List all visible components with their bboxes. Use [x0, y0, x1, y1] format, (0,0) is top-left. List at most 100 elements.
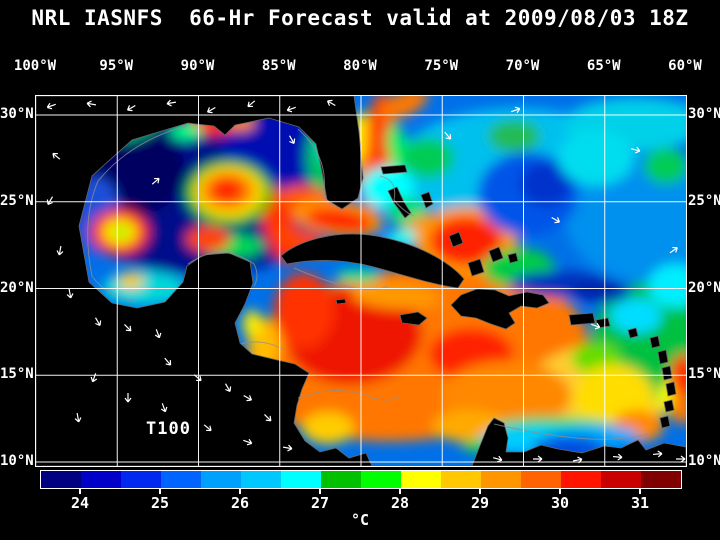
- vector-arrow-icon: [631, 146, 641, 154]
- lon-tick-label: 85°W: [261, 58, 296, 74]
- velocity-vectors: [46, 99, 686, 464]
- vector-arrow-icon: [652, 450, 663, 458]
- bathymetry-contours: [87, 125, 649, 440]
- colorbar-segment: [121, 471, 161, 488]
- lon-tick-label: 95°W: [99, 58, 134, 74]
- vector-arrow-icon: [124, 324, 132, 332]
- vector-arrow-icon: [160, 403, 168, 413]
- colorbar-tick: [399, 489, 401, 494]
- field-blob: [336, 269, 380, 283]
- vector-arrow-icon: [224, 383, 232, 393]
- colorbar-segment: [241, 471, 281, 488]
- bathymetry-contour: [187, 252, 258, 287]
- colorbar-segment: [321, 471, 361, 488]
- vector-arrow-icon: [56, 245, 64, 256]
- colorbar-segment: [361, 471, 401, 488]
- vector-arrow-icon: [151, 177, 160, 185]
- field-blob: [610, 298, 662, 334]
- vector-arrow-icon: [288, 135, 296, 145]
- field-blob: [644, 148, 686, 184]
- colorbar-tick-label: 26: [230, 494, 250, 512]
- colorbar-tick-label: 31: [630, 494, 650, 512]
- field-blob: [558, 130, 634, 186]
- lat-tick-label: 25°N: [0, 192, 34, 209]
- vector-arrow-icon: [203, 424, 212, 432]
- bathymetry-contour: [240, 341, 285, 351]
- land-south-america: [471, 417, 686, 466]
- colorbar-tick-label: 25: [150, 494, 170, 512]
- colorbar-segment: [481, 471, 521, 488]
- lat-tick-label: 30°N: [0, 106, 34, 122]
- vector-arrow-icon: [612, 453, 623, 461]
- lat-tick-label: 30°N: [688, 106, 720, 122]
- vector-arrow-icon: [493, 455, 503, 463]
- vector-arrow-icon: [326, 99, 336, 107]
- land-hispaniola: [450, 288, 550, 330]
- field-blob: [243, 310, 261, 338]
- colorbar-tick: [479, 489, 481, 494]
- vector-arrow-icon: [46, 196, 54, 206]
- colorbar-tick: [319, 489, 321, 494]
- lon-tick-label: 65°W: [586, 58, 621, 74]
- vector-arrow-icon: [243, 394, 253, 402]
- vector-arrow-icon: [52, 152, 61, 160]
- field-blob: [113, 226, 129, 238]
- lon-tick-label: 80°W: [343, 58, 377, 74]
- colorbar-tick: [79, 489, 81, 494]
- lon-tick-label: 70°W: [505, 58, 540, 74]
- vector-arrow-icon: [243, 438, 253, 446]
- bathymetry-contour: [297, 389, 401, 401]
- colorbar-tick: [559, 489, 561, 494]
- lat-tick-label: 15°N: [688, 366, 720, 383]
- field-blob: [648, 264, 686, 308]
- lat-tick-label: 20°N: [688, 279, 720, 296]
- vector-arrow-icon: [74, 412, 82, 423]
- colorbar-segment: [401, 471, 441, 488]
- field-blob: [186, 226, 230, 252]
- colorbar-tick: [239, 489, 241, 494]
- lat-tick-label: 10°N: [0, 453, 34, 469]
- land-masses: [36, 96, 686, 466]
- vector-arrow-icon: [66, 288, 74, 299]
- colorbar-tick-label: 30: [550, 494, 570, 512]
- field-blob: [571, 282, 631, 302]
- lon-tick-label: 90°W: [180, 58, 215, 74]
- vector-arrow-icon: [206, 106, 216, 114]
- vector-arrow-icon: [572, 456, 583, 464]
- colorbar-segment: [41, 471, 81, 488]
- colorbar-tick-label: 28: [390, 494, 410, 512]
- field-blob: [210, 178, 244, 202]
- field-blob: [488, 120, 540, 152]
- vector-arrow-icon: [676, 455, 686, 463]
- vector-arrow-icon: [193, 374, 202, 382]
- colorbar-unit-label: °C: [350, 511, 370, 529]
- colorbar-tick-label: 29: [470, 494, 490, 512]
- colorbar-segment: [161, 471, 201, 488]
- lat-tick-label: 15°N: [0, 366, 34, 383]
- colorbar-segment: [601, 471, 641, 488]
- temperature-map: T100: [36, 96, 686, 466]
- colorbar-segment: [441, 471, 481, 488]
- colorbar-segment: [201, 471, 241, 488]
- longitude-axis: 100°W 95°W 90°W 85°W 80°W 75°W 70°W 65°W 60°W: [0, 58, 720, 76]
- field-blob: [274, 273, 334, 349]
- vector-arrow-icon: [511, 106, 521, 114]
- vector-arrow-icon: [247, 100, 256, 108]
- vector-arrow-icon: [533, 455, 543, 463]
- vector-arrow-icon: [126, 104, 136, 112]
- field-blob: [305, 208, 373, 232]
- graticule-grid: [36, 96, 686, 466]
- vector-arrow-icon: [124, 393, 132, 403]
- lon-tick-label: 60°W: [668, 58, 702, 74]
- colorbar-tick-label: 24: [70, 494, 90, 512]
- field-blob: [520, 162, 572, 206]
- vector-arrow-icon: [166, 99, 177, 107]
- vector-arrow-icon: [46, 102, 56, 110]
- bathymetry-contour: [87, 125, 187, 303]
- vector-arrow-icon: [282, 444, 293, 452]
- lat-tick-label: 10°N: [688, 453, 720, 469]
- vector-arrow-icon: [591, 322, 601, 330]
- colorbar-segment: [561, 471, 601, 488]
- field-blob: [302, 412, 354, 444]
